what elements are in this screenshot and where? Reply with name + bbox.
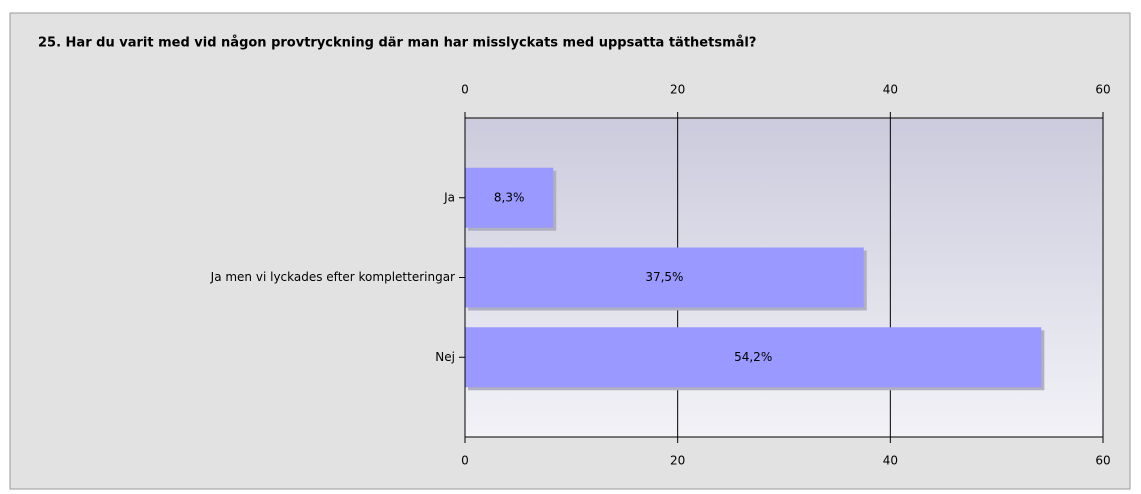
x-tick-label: 20 [670, 83, 685, 97]
x-tick-label: 60 [1095, 454, 1110, 468]
y-tick-label: Ja men vi lyckades efter kompletteringar [210, 270, 455, 284]
chart-title: 25. Har du varit med vid någon provtryck… [38, 36, 756, 51]
x-tick-label: 0 [461, 454, 469, 468]
x-tick-label: 20 [670, 454, 685, 468]
x-tick-label: 0 [461, 83, 469, 97]
bar [465, 247, 864, 308]
x-tick-label: 60 [1095, 83, 1110, 97]
y-tick-label: Ja [443, 190, 455, 204]
value-label: 54,2% [734, 350, 772, 364]
value-label: 8,3% [494, 190, 525, 204]
bar [465, 167, 554, 228]
bar [465, 327, 1042, 388]
y-tick-label: Nej [435, 350, 455, 364]
value-label: 37,5% [645, 270, 683, 284]
x-tick-label: 40 [883, 454, 898, 468]
x-tick-label: 40 [883, 83, 898, 97]
